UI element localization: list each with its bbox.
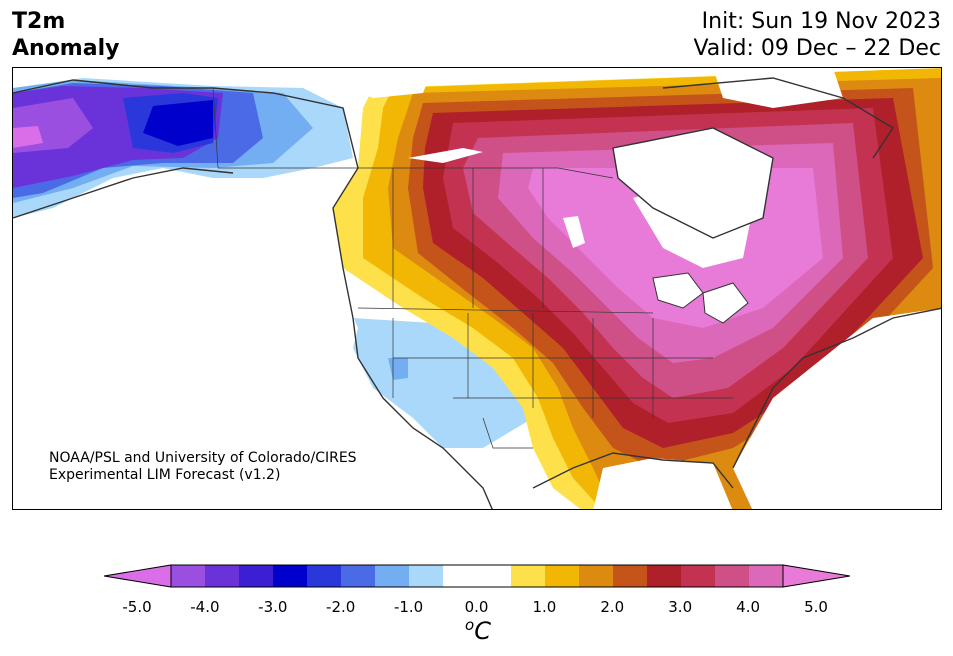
map-canvas [13,68,941,509]
great-lakes [702,282,749,324]
colorbar-cell [477,565,512,587]
colorbar-cells [171,565,784,587]
colorbar-cell [613,565,648,587]
forecast-dates: Init: Sun 19 Nov 2023 Valid: 09 Dec – 22… [693,8,941,62]
arctic-ocean [343,68,433,98]
colorbar-tick-label: 3.0 [668,598,693,616]
colorbar-cell [171,565,206,587]
great-slave-lake [408,148,483,163]
colorbar-cell [647,565,682,587]
pacific-ocean [13,188,432,509]
colorbar-tick-label: -2.0 [326,598,356,616]
colorbar-cell [443,565,478,587]
colorbar-tick-label: 2.0 [600,598,625,616]
gulf-of-mexico [593,458,733,509]
colorbar-tick-label: 1.0 [532,598,557,616]
coastlines [13,77,941,509]
colorbar-cell [409,565,444,587]
valid-dates: Valid: 09 Dec – 22 Dec [693,36,941,61]
colorbar-cell [579,565,614,587]
title-line-2: Anomaly [12,36,120,61]
colorbar-cell [375,565,410,587]
colorbar-cell [273,565,308,587]
great-lakes [652,272,704,309]
colorbar-tick-label: -3.0 [258,598,288,616]
unit-celsius: C [474,617,491,645]
atlantic-ocean [733,308,941,509]
colorbar-frame [170,564,784,588]
arctic-ocean [713,68,843,108]
colorbar-tick-label: 5.0 [804,598,828,616]
colorbar-cell [307,565,342,587]
colorbar-tick-label: 4.0 [736,598,761,616]
colorbar-low-extend [104,564,172,588]
anomaly-map [12,67,942,510]
colorbar-cell [681,565,716,587]
colorbar-tick-label: 0.0 [464,598,489,616]
title-line-1: T2m [12,9,66,34]
colorbar-tick-label: -4.0 [190,598,220,616]
colorbar-cell [511,565,546,587]
init-date: Init: Sun 19 Nov 2023 [701,9,941,34]
colorbar-cell [239,565,274,587]
colorbar-cell [341,565,376,587]
colorbar-unit: oC [465,616,491,645]
lake-winnipeg [563,216,585,248]
alaska-cold-region [143,100,213,146]
political-borders [212,87,733,449]
attribution-line-1: NOAA/PSL and University of Colorado/CIRE… [49,450,357,466]
colorbar-high-extend [782,564,850,588]
colorbar-ticks: -5.0 -4.0 -3.0 -2.0 -1.0 0.0 1.0 2.0 3.0 4.0 5.0 [0,598,953,618]
attribution: NOAA/PSL and University of Colorado/CIRE… [49,450,357,484]
colorbar [104,564,850,588]
colorbar-tick-label: -5.0 [122,598,152,616]
colorbar-cell [205,565,240,587]
colorbar-cell [749,565,784,587]
attribution-line-2: Experimental LIM Forecast (v1.2) [49,467,281,483]
colorbar-cell [715,565,750,587]
colorbar-tick-label: -1.0 [393,598,424,616]
unit-degree: o [465,616,475,634]
chart-title: T2m Anomaly [12,8,119,62]
colorbar-cell [545,565,580,587]
alaska-cold-region [13,126,43,148]
hudson-bay [633,178,753,268]
